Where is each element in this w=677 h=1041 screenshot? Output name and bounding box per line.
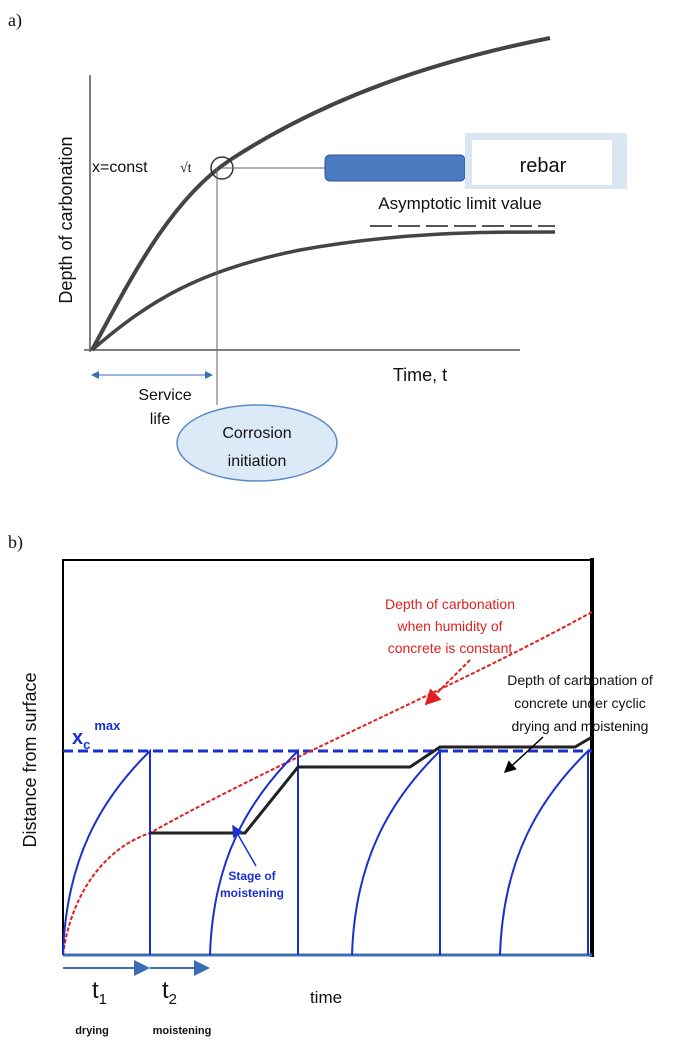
xc-sup: max bbox=[94, 718, 121, 733]
t2-base: t bbox=[162, 977, 169, 1004]
xc-sub: c bbox=[83, 737, 90, 752]
frame bbox=[62, 559, 592, 955]
service-life: life bbox=[150, 411, 171, 428]
cyclic-curves bbox=[62, 748, 589, 956]
cyclic-label: concrete under cyclic bbox=[514, 695, 646, 711]
x-axis-label: Time, t bbox=[393, 365, 447, 385]
corrosion-ellipse bbox=[176, 404, 338, 482]
constant-label: concrete is constant bbox=[388, 640, 513, 656]
constant-label: when humidity of bbox=[396, 618, 502, 634]
t2-sub: 2 bbox=[169, 991, 177, 1008]
t1-note: drying bbox=[75, 1025, 109, 1037]
asymptotic-label: Asymptotic limit value bbox=[378, 194, 541, 213]
lower-curve bbox=[90, 230, 556, 352]
cyclic-arrow bbox=[503, 736, 544, 774]
rebar-box bbox=[472, 140, 612, 185]
y-axis-label: Distance from surface bbox=[20, 672, 40, 847]
rebar-label: rebar bbox=[520, 155, 567, 177]
cyclic-depth-line bbox=[150, 735, 593, 835]
corrosion-label: Corrosion bbox=[222, 425, 291, 442]
cyclic-label: Depth of carbonation of bbox=[507, 672, 653, 688]
xc-max-label: xcmax bbox=[72, 718, 121, 752]
service-life: Service bbox=[138, 387, 191, 404]
panel-label: b) bbox=[8, 532, 23, 553]
panel-b: b) Depth of carbonation when humidity of… bbox=[8, 532, 653, 1037]
cyclic-label: drying and moistening bbox=[512, 718, 649, 734]
constant-humidity-curve bbox=[62, 611, 593, 956]
y-axis-label: Depth of carbonation bbox=[56, 136, 76, 303]
x-axis-label: time bbox=[310, 988, 342, 1007]
rebar-shape bbox=[324, 154, 466, 182]
moistening-stage: Stage of bbox=[228, 869, 276, 883]
xc-base: x bbox=[72, 727, 83, 749]
t2-note: moistening bbox=[153, 1025, 212, 1037]
t1-base: t bbox=[92, 977, 99, 1004]
t2-label: t2 bbox=[162, 977, 177, 1008]
moistening-stage: moistening bbox=[220, 886, 284, 900]
corrosion-label: initiation bbox=[228, 453, 287, 470]
t1-sub: 1 bbox=[99, 991, 107, 1008]
t1-label: t1 bbox=[92, 977, 107, 1008]
sqrt-label: √t bbox=[180, 161, 192, 176]
panel-a: a) rebar Asymptotic limit value x=const … bbox=[8, 10, 627, 482]
constant-label: Depth of carbonation bbox=[385, 596, 515, 612]
moistening-arrow bbox=[232, 824, 257, 867]
upper-curve bbox=[90, 36, 551, 351]
x-const-label: x=const bbox=[92, 159, 148, 176]
constant-arrow bbox=[424, 659, 471, 706]
panel-label: a) bbox=[8, 10, 22, 31]
